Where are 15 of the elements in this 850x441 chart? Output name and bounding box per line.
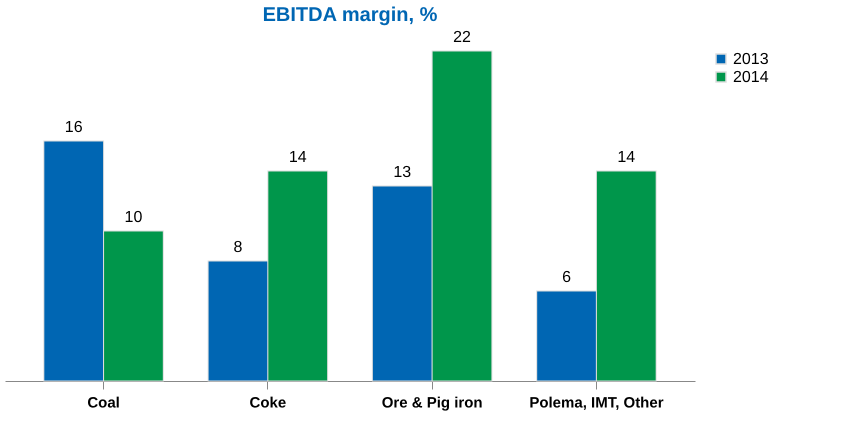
data-label: 13 [393,164,412,181]
data-label: 14 [617,149,636,166]
data-label: 6 [562,269,572,286]
data-label: 16 [64,119,83,136]
x-tick-label: Ore & Pig iron [382,394,483,412]
x-tick-label: Coke [250,394,286,412]
legend-label: 2014 [733,69,769,86]
data-label: 10 [124,209,142,226]
x-tick-label: Coal [87,394,120,412]
data-label: 14 [288,149,307,166]
data-label: 22 [453,29,472,46]
chart-title: EBITDA margin, % [262,4,438,26]
data-label: 8 [234,239,243,256]
x-tick-label: Polema, IMT, Other [529,394,664,412]
legend-label: 2013 [733,51,769,68]
